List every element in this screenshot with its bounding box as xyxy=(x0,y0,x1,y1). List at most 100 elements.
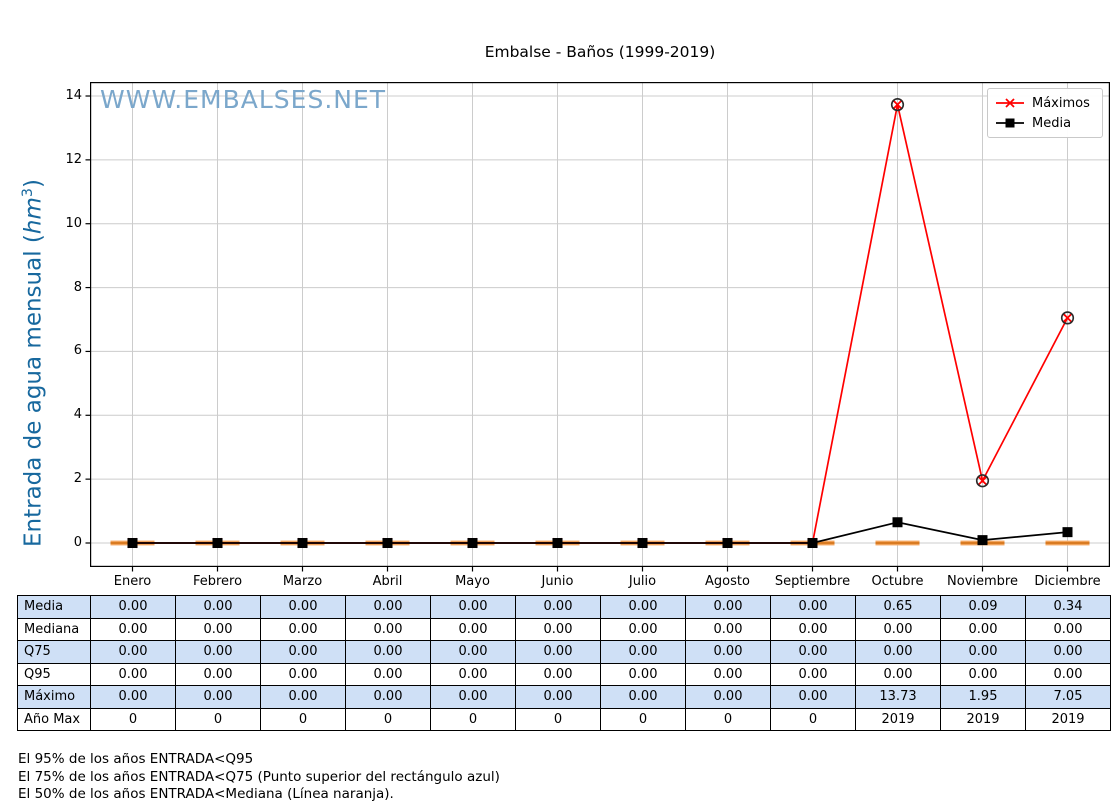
mediana-marker-core xyxy=(1045,542,1090,544)
chart-title: Embalse - Baños (1999-2019) xyxy=(484,43,716,61)
table-cell: 0 xyxy=(345,707,431,731)
legend-media-sample-icon xyxy=(996,118,1024,128)
legend-label: Máximos xyxy=(1032,95,1090,111)
table-cell: 0.00 xyxy=(175,685,261,709)
table-cell: 0.00 xyxy=(345,617,431,641)
table-cell: 0.00 xyxy=(600,617,686,641)
table-cell: 0.00 xyxy=(430,662,516,686)
table-cell: 0.00 xyxy=(260,662,346,686)
table-cell: 0.00 xyxy=(770,595,856,619)
media-square-marker xyxy=(212,538,223,548)
x-tick-label: Noviembre xyxy=(947,574,1018,589)
y-tick-label: 0 xyxy=(73,535,82,550)
maximos-x-marker xyxy=(1062,312,1073,324)
table-cell: 0.00 xyxy=(770,662,856,686)
table-cell: 0.00 xyxy=(260,617,346,641)
x-tick-label: Junio xyxy=(541,574,574,589)
y-tick-label: 14 xyxy=(65,88,82,103)
x-tick-label: Febrero xyxy=(192,574,243,589)
table-cell: 0.00 xyxy=(855,617,941,641)
table-cell: 0.00 xyxy=(515,595,601,619)
y-axis-label-text: Entrada de agua mensual ( xyxy=(20,234,47,547)
row-label-cell: Q75 xyxy=(17,640,91,664)
y-axis-unit-exponent: 3 xyxy=(20,188,36,198)
y-tick-label: 12 xyxy=(65,151,82,167)
y-tick-label: 2 xyxy=(73,471,82,487)
media-square-marker xyxy=(807,538,818,548)
y-axis-label: Entrada de agua mensual (hm3) xyxy=(20,179,47,547)
table-cell: 0.00 xyxy=(515,685,601,709)
table-cell: 0.00 xyxy=(600,640,686,664)
table-cell: 0.00 xyxy=(175,640,261,664)
maximos-x-marker xyxy=(892,99,903,110)
table-cell: 0.00 xyxy=(685,617,771,641)
table-cell: 0.00 xyxy=(685,662,771,686)
table-cell: 0 xyxy=(260,707,346,731)
table-cell: 0 xyxy=(685,707,771,731)
x-tick-label: Octubre xyxy=(871,574,924,589)
footnote-q95: El 95% de los años ENTRADA<Q95 xyxy=(18,751,254,767)
maximos-x-marker xyxy=(977,475,988,486)
row-label-cell: Año Max xyxy=(17,707,91,731)
table-cell: 2019 xyxy=(940,707,1026,731)
legend-item: Máximos xyxy=(995,93,1096,113)
x-tick-label: Mayo xyxy=(455,574,490,589)
table-cell: 0.00 xyxy=(175,662,261,686)
legend: Máximos Media xyxy=(987,88,1103,138)
table-cell: 0.65 xyxy=(855,595,941,619)
table-cell: 0.00 xyxy=(770,617,856,641)
table-cell: 0 xyxy=(175,707,261,731)
media-square-marker xyxy=(127,538,138,548)
media-square-marker xyxy=(722,538,733,548)
maximos-ring-marker xyxy=(1060,311,1075,325)
table-cell: 0 xyxy=(770,707,856,731)
legend-maximos-sample-icon xyxy=(996,98,1024,108)
table-cell: 0.00 xyxy=(685,640,771,664)
media-square-marker xyxy=(297,538,308,548)
table-cell: 0.00 xyxy=(430,617,516,641)
table-cell: 0.00 xyxy=(90,685,176,709)
table-cell: 0.00 xyxy=(940,617,1026,641)
table-cell: 2019 xyxy=(1025,707,1111,731)
footnotes: El 95% de los años ENTRADA<Q95 El 75% de… xyxy=(18,751,500,804)
x-tick-label: Abril xyxy=(372,574,403,589)
media-square-marker xyxy=(382,538,393,548)
table-cell: 0.00 xyxy=(515,640,601,664)
media-square-marker xyxy=(552,538,563,548)
x-tick-label: Septiembre xyxy=(774,574,851,589)
table-cell: 0.00 xyxy=(1025,617,1111,641)
table-cell: 0.00 xyxy=(260,640,346,664)
table-cell: 0.00 xyxy=(90,617,176,641)
table-cell: 0.00 xyxy=(855,662,941,686)
table-cell: 0.00 xyxy=(685,685,771,709)
maximos-ring-marker xyxy=(890,98,905,112)
data-table: Media 0.00 0.00 0.00 0.00 0.00 0.00 0.00 0.00 0.0… xyxy=(17,595,1111,731)
x-tick-label: Diciembre xyxy=(1034,574,1101,589)
table-cell: 0.00 xyxy=(600,685,686,709)
x-tick-label: Agosto xyxy=(705,574,750,589)
mediana-marker-core xyxy=(875,542,920,544)
row-label-cell: Máximo xyxy=(17,685,91,709)
table-cell: 0.00 xyxy=(940,640,1026,664)
plot-border xyxy=(90,82,1110,567)
table-cell: 0.00 xyxy=(855,640,941,664)
table-row: Año Max 0 0 0 0 0 0 0 0 0 2019 2019 2019 xyxy=(17,707,1111,731)
table-row: Media 0.00 0.00 0.00 0.00 0.00 0.00 0.00 0.00 0.0… xyxy=(17,595,1111,619)
row-label-cell: Media xyxy=(17,595,91,619)
media-square-marker xyxy=(467,538,478,548)
row-label-cell: Mediana xyxy=(17,617,91,641)
y-tick-label: 4 xyxy=(73,407,82,423)
series-media-line xyxy=(132,521,1068,544)
table-cell: 0.00 xyxy=(90,640,176,664)
table-cell: 0 xyxy=(600,707,686,731)
table-row: Máximo 0.00 0.00 0.00 0.00 0.00 0.00 0.00 0.00 0.… xyxy=(17,685,1111,709)
media-square-marker xyxy=(892,517,903,528)
table-row: Mediana 0.00 0.00 0.00 0.00 0.00 0.00 0.00 0.00 0… xyxy=(17,617,1111,641)
table-cell: 0.00 xyxy=(1025,662,1111,686)
table-row: Q95 0.00 0.00 0.00 0.00 0.00 0.00 0.00 0.00 0.00 0… xyxy=(17,662,1111,686)
table-cell: 0.00 xyxy=(940,662,1026,686)
series-maximos-line xyxy=(132,104,1069,544)
y-tick-label: 6 xyxy=(73,343,82,359)
table-cell: 0.34 xyxy=(1025,595,1111,619)
